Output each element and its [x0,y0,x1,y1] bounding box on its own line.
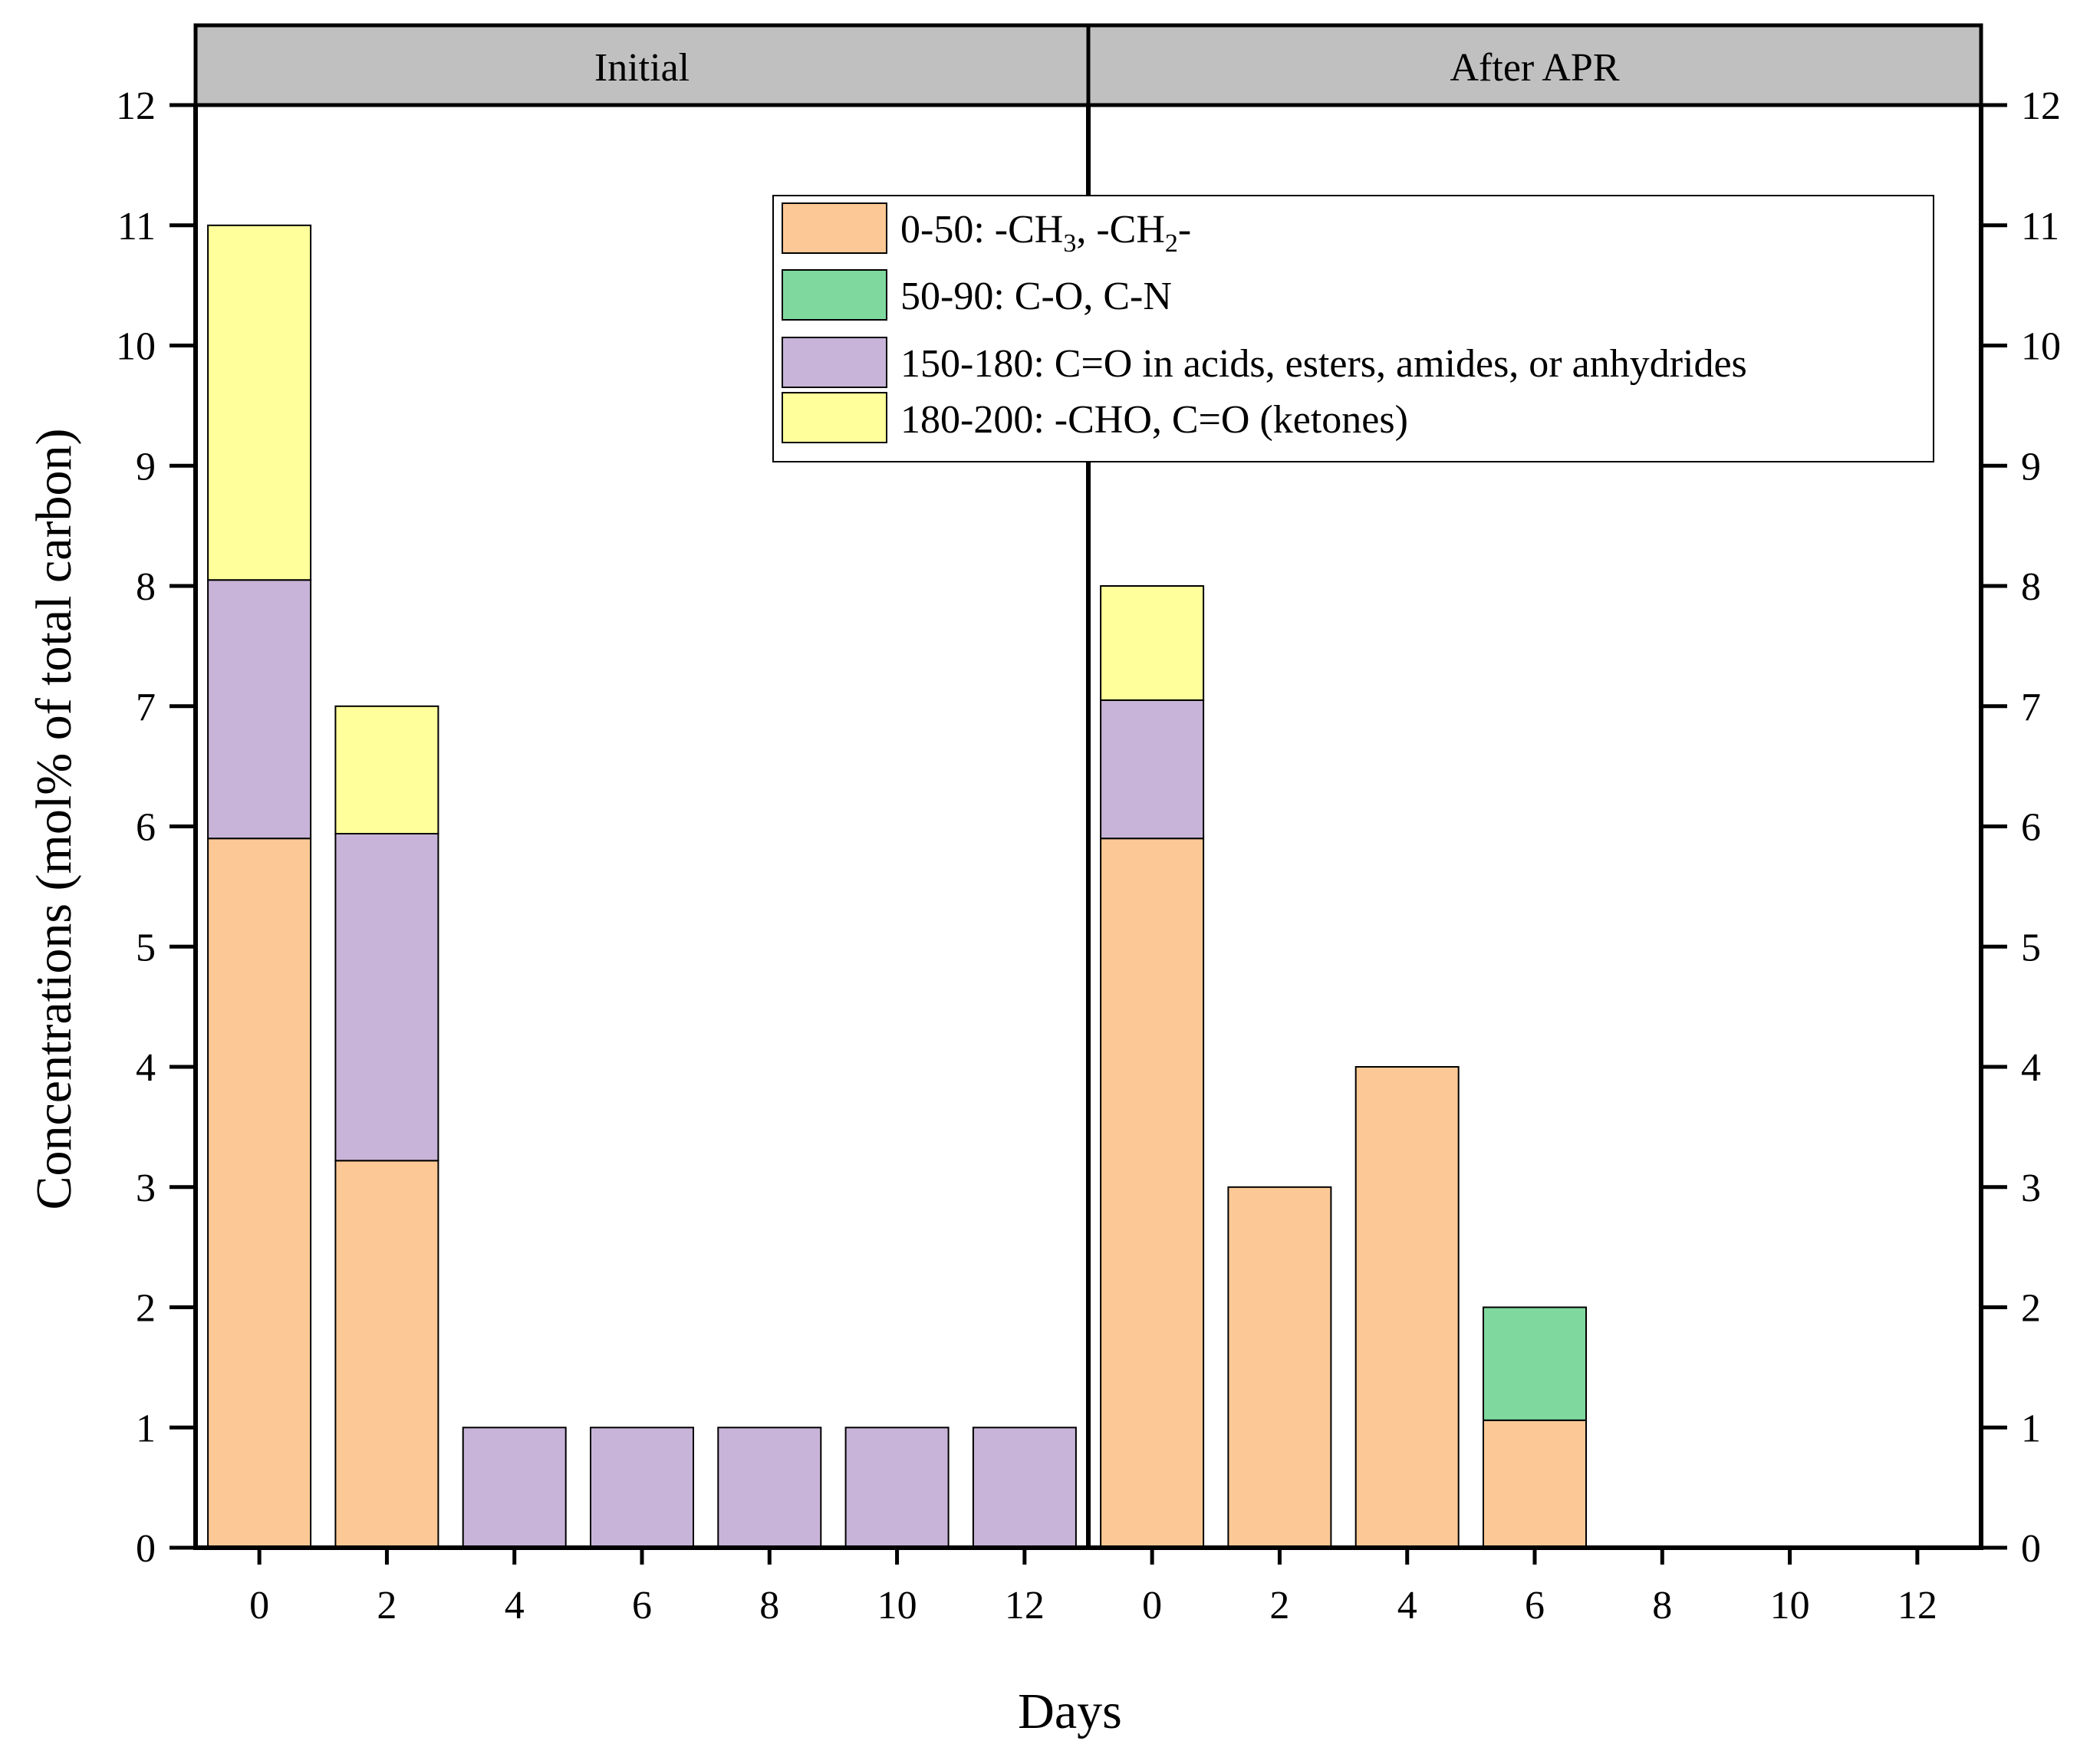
legend-label-150-180: 150-180: C=O in acids, esters, amides, o… [900,342,1747,386]
legend-box [772,195,1934,462]
y-tick-label-right: 10 [2021,325,2061,369]
y-tick-label-right: 2 [2021,1287,2041,1331]
x-tick-label: 2 [1269,1584,1289,1627]
panel-header-initial [193,23,1091,107]
legend-label-50-90: 50-90: C-O, C-N [900,275,1172,318]
bar-after-apr-day0-s4 [1100,585,1205,701]
y-tick-label-right: 5 [2021,926,2041,969]
y-tick-label-right: 1 [2021,1407,2041,1450]
legend-label-180-200: 180-200: -CHO, C=O (ketones) [900,398,1408,442]
y-tick-label-left: 7 [136,686,156,729]
y-tick-label-right: 12 [2021,84,2061,128]
x-tick-label: 12 [1005,1584,1045,1627]
y-tick-label-left: 4 [136,1046,156,1090]
x-tick-label: 10 [1770,1584,1810,1627]
y-axis-title: Concentrations (mol% of total carbon) [26,428,82,1209]
y-tick-label-left: 9 [136,445,156,489]
bars-layer [207,224,1587,1549]
panel-title-initial: Initial [594,46,690,90]
y-tick-label-left: 6 [136,806,156,850]
y-tick-label-left: 0 [136,1527,156,1571]
x-tick-label: 0 [1142,1584,1162,1627]
legend-label-0-50: 0-50: -CH3, -CH2- [900,208,1191,258]
x-axis-title: Days [1018,1683,1122,1739]
y-tick-label-left: 11 [117,205,156,248]
bar-after-apr-day6-s1 [1483,1419,1587,1549]
y-tick-label-left: 8 [136,565,156,609]
x-tick-label: 0 [249,1584,269,1627]
y-tick-label-right: 11 [2021,205,2059,248]
bar-after-apr-day0-s3 [1100,699,1205,840]
bar-initial-day2-s1 [334,1160,439,1549]
bar-initial-day0-s3 [207,579,312,840]
bar-after-apr-day0-s1 [1100,838,1205,1548]
bar-after-apr-day6-s2 [1483,1306,1587,1421]
bar-after-apr-day2-s1 [1227,1186,1332,1549]
bar-initial-day10-s3 [844,1427,950,1549]
y-tick-label-right: 6 [2021,806,2041,850]
x-tick-label: 8 [1652,1584,1672,1627]
y-tick-label-right: 4 [2021,1046,2041,1090]
y-tick-label-left: 5 [136,926,156,969]
bar-initial-day0-s4 [207,224,312,581]
legend-swatch-180-200 [782,392,887,443]
y-tick-label-right: 8 [2021,565,2041,609]
y-tick-label-right: 3 [2021,1167,2041,1210]
bar-initial-day6-s3 [590,1427,694,1549]
x-tick-label: 2 [377,1584,397,1627]
bar-initial-day2-s4 [334,705,439,834]
x-tick-label: 10 [877,1584,917,1627]
legend-swatch-50-90 [782,269,887,321]
x-tick-label: 4 [1397,1584,1417,1627]
legend-swatch-0-50 [782,202,887,254]
y-tick-label-right: 0 [2021,1527,2041,1571]
tick-layer: 0 2 4 6 8 10 12 0 2 4 6 8 10 120 01 12 23 34 45 56 67 78 89 910… [116,84,2061,1627]
y-tick-label-left: 1 [136,1407,156,1450]
panel-title-after-apr: After APR [1450,46,1620,90]
legend: 0-50: -CH3, -CH2- 50-90: C-O, C-N 150-18… [772,195,1934,462]
legend-swatch-150-180 [782,337,887,388]
y-tick-label-left: 12 [116,84,156,128]
x-tick-label: 4 [505,1584,525,1627]
y-tick-label-left: 3 [136,1167,156,1210]
bar-after-apr-day4-s1 [1354,1066,1460,1548]
panel-header-after-apr [1086,23,1983,107]
bar-initial-day0-s1 [207,838,312,1548]
y-tick-label-right: 7 [2021,686,2041,729]
y-tick-label-left: 2 [136,1287,156,1331]
x-tick-label: 8 [759,1584,779,1627]
x-tick-label: 12 [1897,1584,1937,1627]
bar-initial-day2-s3 [334,832,439,1162]
y-tick-label-left: 10 [116,325,156,369]
bar-initial-day4-s3 [462,1427,567,1549]
bar-initial-day12-s3 [972,1427,1077,1549]
x-tick-label: 6 [1525,1584,1545,1627]
x-tick-label: 6 [632,1584,652,1627]
y-tick-label-right: 9 [2021,445,2041,489]
bar-initial-day8-s3 [717,1427,822,1549]
